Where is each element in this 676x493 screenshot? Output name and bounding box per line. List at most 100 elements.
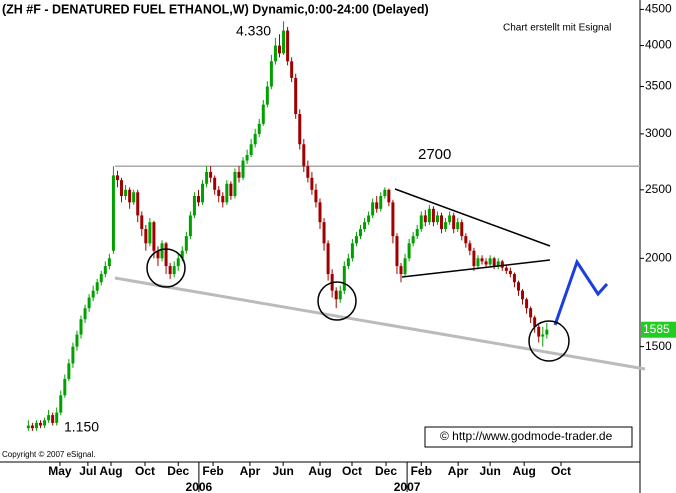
candle-body [521,290,525,300]
candle-body [399,266,403,275]
last-price: 1585 [643,322,670,336]
candle-body [512,274,516,283]
candle-body [107,258,111,267]
candle-body [201,183,205,203]
candle-body [318,202,322,223]
candle-body [209,171,213,178]
candle-body [508,270,512,275]
candle-body [464,236,468,244]
candle-body [39,422,43,426]
candle-body [383,189,387,197]
candle-body [176,258,180,267]
candle-body [367,215,371,223]
x-tick-label: Jun [272,464,293,478]
candle-body [419,215,423,230]
candle-body [265,86,269,105]
candle-body [525,299,529,309]
reference-label: 2700 [418,146,451,163]
candle-body [346,258,350,267]
candle-body [205,171,209,184]
candle-body [298,114,302,145]
x-tick-label: Dec [167,464,189,478]
candle-body [480,258,484,262]
candle-body [257,123,261,134]
candle-body [431,208,435,223]
candle-body [395,236,399,267]
candle-body [164,243,168,267]
candle-body [314,189,318,203]
candle-body [172,266,176,275]
circle [528,320,570,362]
candle-body [476,258,480,267]
candle-body [273,45,277,62]
candle-body [423,215,427,223]
candle-body [448,215,452,223]
candle-body [30,425,34,429]
candle-body [160,243,164,259]
candle-body [225,183,229,203]
candle-body [51,415,55,423]
candle-body [95,282,99,291]
candle-body [253,133,257,145]
candle-body [541,334,545,337]
candle-body [47,415,51,421]
source-box [424,426,633,448]
candle-body [488,258,492,265]
x-tick-label: Feb [202,464,223,478]
candle-body [26,425,30,429]
candle-body [310,177,314,190]
candle-body [249,144,253,156]
candle-body [516,282,520,291]
candle-body [306,166,310,178]
candle-body [59,395,63,413]
x-tick-label: Oct [342,464,362,478]
candle-body [403,258,407,275]
x-tick-label: Apr [240,464,261,478]
candle-body [342,266,346,291]
candle-body [156,250,160,259]
candle-body [484,261,488,265]
candle-body [192,196,196,216]
candle-body [500,261,504,268]
candle-body [387,189,391,203]
x-tick-label: Aug [512,464,535,478]
candle-body [322,222,326,244]
candle-body [180,250,184,259]
candle-body [435,215,439,223]
candle-body [302,144,306,167]
candle-body [111,175,115,251]
candle-body [290,61,294,78]
candle-body [217,189,221,197]
candle-body [128,189,132,203]
candle-body [452,215,456,230]
candle-body [407,243,411,259]
candle-body [350,243,354,259]
candle-body [245,155,249,161]
x-tick-label: Apr [448,464,469,478]
candle-body [55,412,59,423]
copyright: Copyright © 2007 eSignal. [2,450,96,459]
candle-body [221,196,225,203]
candle-body [338,290,342,300]
candle-body [43,420,47,426]
candle-body [91,290,95,298]
candle-body [415,229,419,237]
x-tick-label: Jul [79,464,96,478]
triangle-lower [401,259,551,278]
year-label: 2007 [394,480,421,493]
circle [146,248,186,288]
candle-body [34,422,38,429]
candle-body [132,192,136,203]
candle-body [411,236,415,244]
candle-body [136,192,140,216]
chart-title: (ZH #F - DENATURED FUEL ETHANOL,W) Dynam… [2,2,429,16]
candle-body [79,319,83,335]
source: © http://www.godmode-trader.de [440,429,613,443]
candle-body [87,297,91,309]
candle-body [326,243,330,275]
candle-body [354,236,358,244]
x-tick-label: Oct [135,464,155,478]
candle-body [504,267,508,271]
